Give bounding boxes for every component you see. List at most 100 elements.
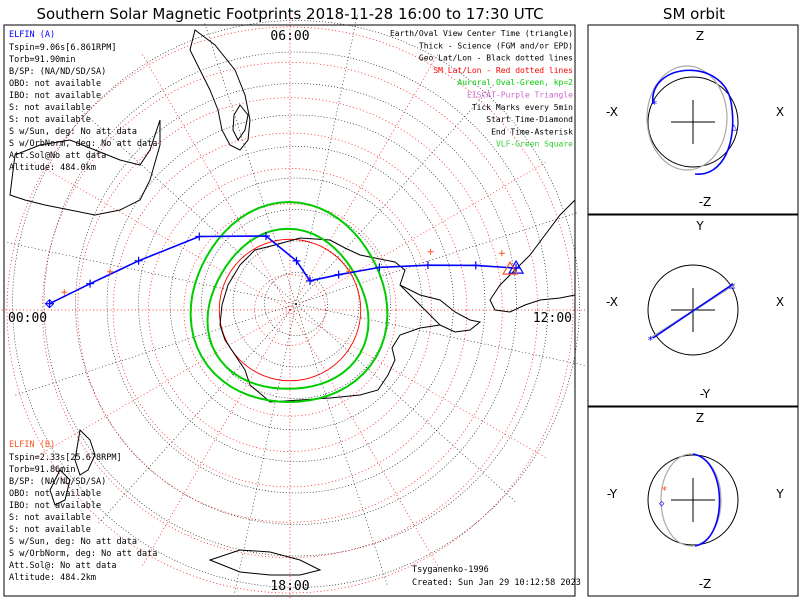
axis-label-bottom: -Y [700, 387, 711, 401]
geo-lat-ring [12, 20, 580, 588]
probe-b-line: IBO: not available [9, 501, 101, 511]
geo-lon-line [13, 303, 297, 397]
probe-b-name: ELFIN (B) [9, 440, 55, 450]
orbit-a-path [652, 283, 734, 339]
geo-lat-ring [169, 177, 423, 431]
geo-lat-ring [43, 51, 549, 557]
probe-b-line: Tspin=2.33s[25.678RPM] [9, 453, 122, 463]
probe-b-tick [107, 268, 114, 275]
probe-b-line: S: not available [9, 525, 91, 535]
probe-a-start-diamond [44, 298, 55, 309]
chart-title: Southern Solar Magnetic Footprints 2018-… [36, 5, 543, 23]
orbit-b-path [660, 453, 722, 547]
probe-a-line: S w/Sun, deg: No att data [9, 127, 137, 137]
probe-a-line: S: not available [9, 103, 91, 113]
probe-b-tick [346, 268, 353, 275]
sm-lon-line [141, 309, 291, 568]
probe-a-line: IBO: not available [9, 91, 101, 101]
probe-a-line: Torb=91.90min [9, 55, 76, 65]
sm-lon-line [32, 161, 291, 311]
south-america-outline [489, 199, 576, 313]
orbit-a-diamond: ◇ [659, 499, 665, 509]
geo-lon-line [295, 303, 518, 504]
probe-a-tick [306, 276, 315, 285]
axis-label-left: -X [606, 295, 618, 309]
axis-label-left: -Y [607, 487, 618, 501]
probe-a-line: Tspin=9.06s[6.861RPM] [9, 43, 116, 53]
probe-a-tick [134, 256, 143, 265]
sm-lat-ring [112, 132, 468, 488]
orbit-a-path [652, 69, 734, 175]
probe-a-line: Att.Sol@No att data [9, 151, 106, 161]
orbit-panel-yz-labels: Z -Z -Y Y [607, 411, 784, 591]
geo-lon-line [5, 241, 297, 305]
geo-lon-line [96, 303, 297, 526]
orbit-b-start: * [661, 484, 668, 497]
legend-entry: VLF-Green Square [496, 140, 573, 149]
probe-b-line: Att.Sol@: No att data [9, 561, 116, 571]
legend-entry: End Time-Asterisk [491, 127, 573, 136]
axis-label-top: Z [696, 411, 704, 425]
legend-entry: Tick Marks every 5min [472, 103, 573, 112]
legend-entry: Auroral Oval-Green, kp=2 [457, 78, 573, 87]
geo-lon-line [295, 303, 389, 587]
geo-lat-ring [201, 209, 391, 399]
sm-lon-line [289, 309, 548, 459]
probe-a-line: S: not available [9, 115, 91, 125]
probe-b-line: B/SP: (NA/ND/SD/SA) [9, 477, 106, 487]
geo-lat-ring [75, 83, 517, 525]
probe-a-line: S w/OrbNorm, deg: No att data [9, 139, 157, 149]
antarctica-outline [219, 237, 442, 403]
earth-circle [647, 76, 739, 168]
probe-b-tick [498, 250, 505, 257]
orbit-title: SM orbit [663, 5, 725, 23]
axis-label-bottom: -Z [699, 195, 712, 209]
antarctic-peninsula-outline [399, 284, 482, 333]
probe-a-name: ELFIN (A) [9, 30, 55, 40]
orbit-panel-xy-frame [587, 214, 799, 407]
axis-label-right: X [776, 295, 784, 309]
earth-circle [647, 264, 739, 356]
probe-b-line: S w/OrbNorm, deg: No att data [9, 549, 157, 559]
orbit-a-end: △ [729, 280, 735, 291]
footprint-tracks [44, 231, 525, 309]
probe-a-tick [195, 232, 204, 241]
africa-outline [189, 29, 251, 151]
legend-entry: Thick - Science (FGM and/or EPD) [419, 41, 573, 50]
model-label: Tsyganenko-1996 [412, 565, 489, 575]
axis-label-right: Y [775, 487, 784, 501]
south-georgia-outline [208, 549, 322, 576]
probe-b-line: S: not available [9, 513, 91, 523]
sm-lon-line [141, 52, 291, 311]
axis-label-top: Z [696, 29, 704, 43]
probe-b-info: ELFIN (B) Tspin=2.33s[25.678RPM] Torb=91… [9, 440, 157, 583]
geo-lon-line [203, 21, 297, 305]
auroral-oval-outer [189, 200, 389, 404]
probe-a-track [49, 235, 517, 305]
probe-a-tick [86, 279, 95, 288]
sm-lon-line [289, 161, 548, 311]
geo-lon-line [233, 303, 297, 595]
geo-lon-line [295, 82, 496, 305]
probe-b-line: Altitude: 484.2km [9, 573, 96, 583]
geo-lon-line [74, 104, 297, 305]
probe-a-tick [261, 231, 270, 240]
legend-entry: Earth/Oval View Center Time (triangle) [390, 29, 573, 38]
legend-entry: Start Time-Diamond [486, 115, 573, 124]
probe-a-tick [334, 270, 343, 279]
probe-a-info: ELFIN (A) Tspin=9.06s[6.861RPM] Torb=91.… [9, 30, 157, 173]
auroral-ovals [189, 200, 389, 404]
probe-b-tick [61, 289, 68, 296]
probe-a-tick [45, 299, 54, 308]
created-label: Created: Sun Jan 29 10:12:58 2023 [412, 578, 581, 588]
probe-a-line: Altitude: 484.0km [9, 163, 96, 173]
probe-b-tick [427, 248, 434, 255]
probe-a-tick [292, 256, 301, 265]
orbit-b-path [646, 65, 728, 171]
probe-b-center-triangle [502, 260, 519, 275]
mlt-label-left: 00:00 [8, 311, 47, 326]
sm-lat-ring [6, 26, 574, 594]
legend-entry: Geo Lat/Lon - Black dotted lines [419, 54, 573, 63]
probe-b-line: Torb=91.86min [9, 465, 76, 475]
